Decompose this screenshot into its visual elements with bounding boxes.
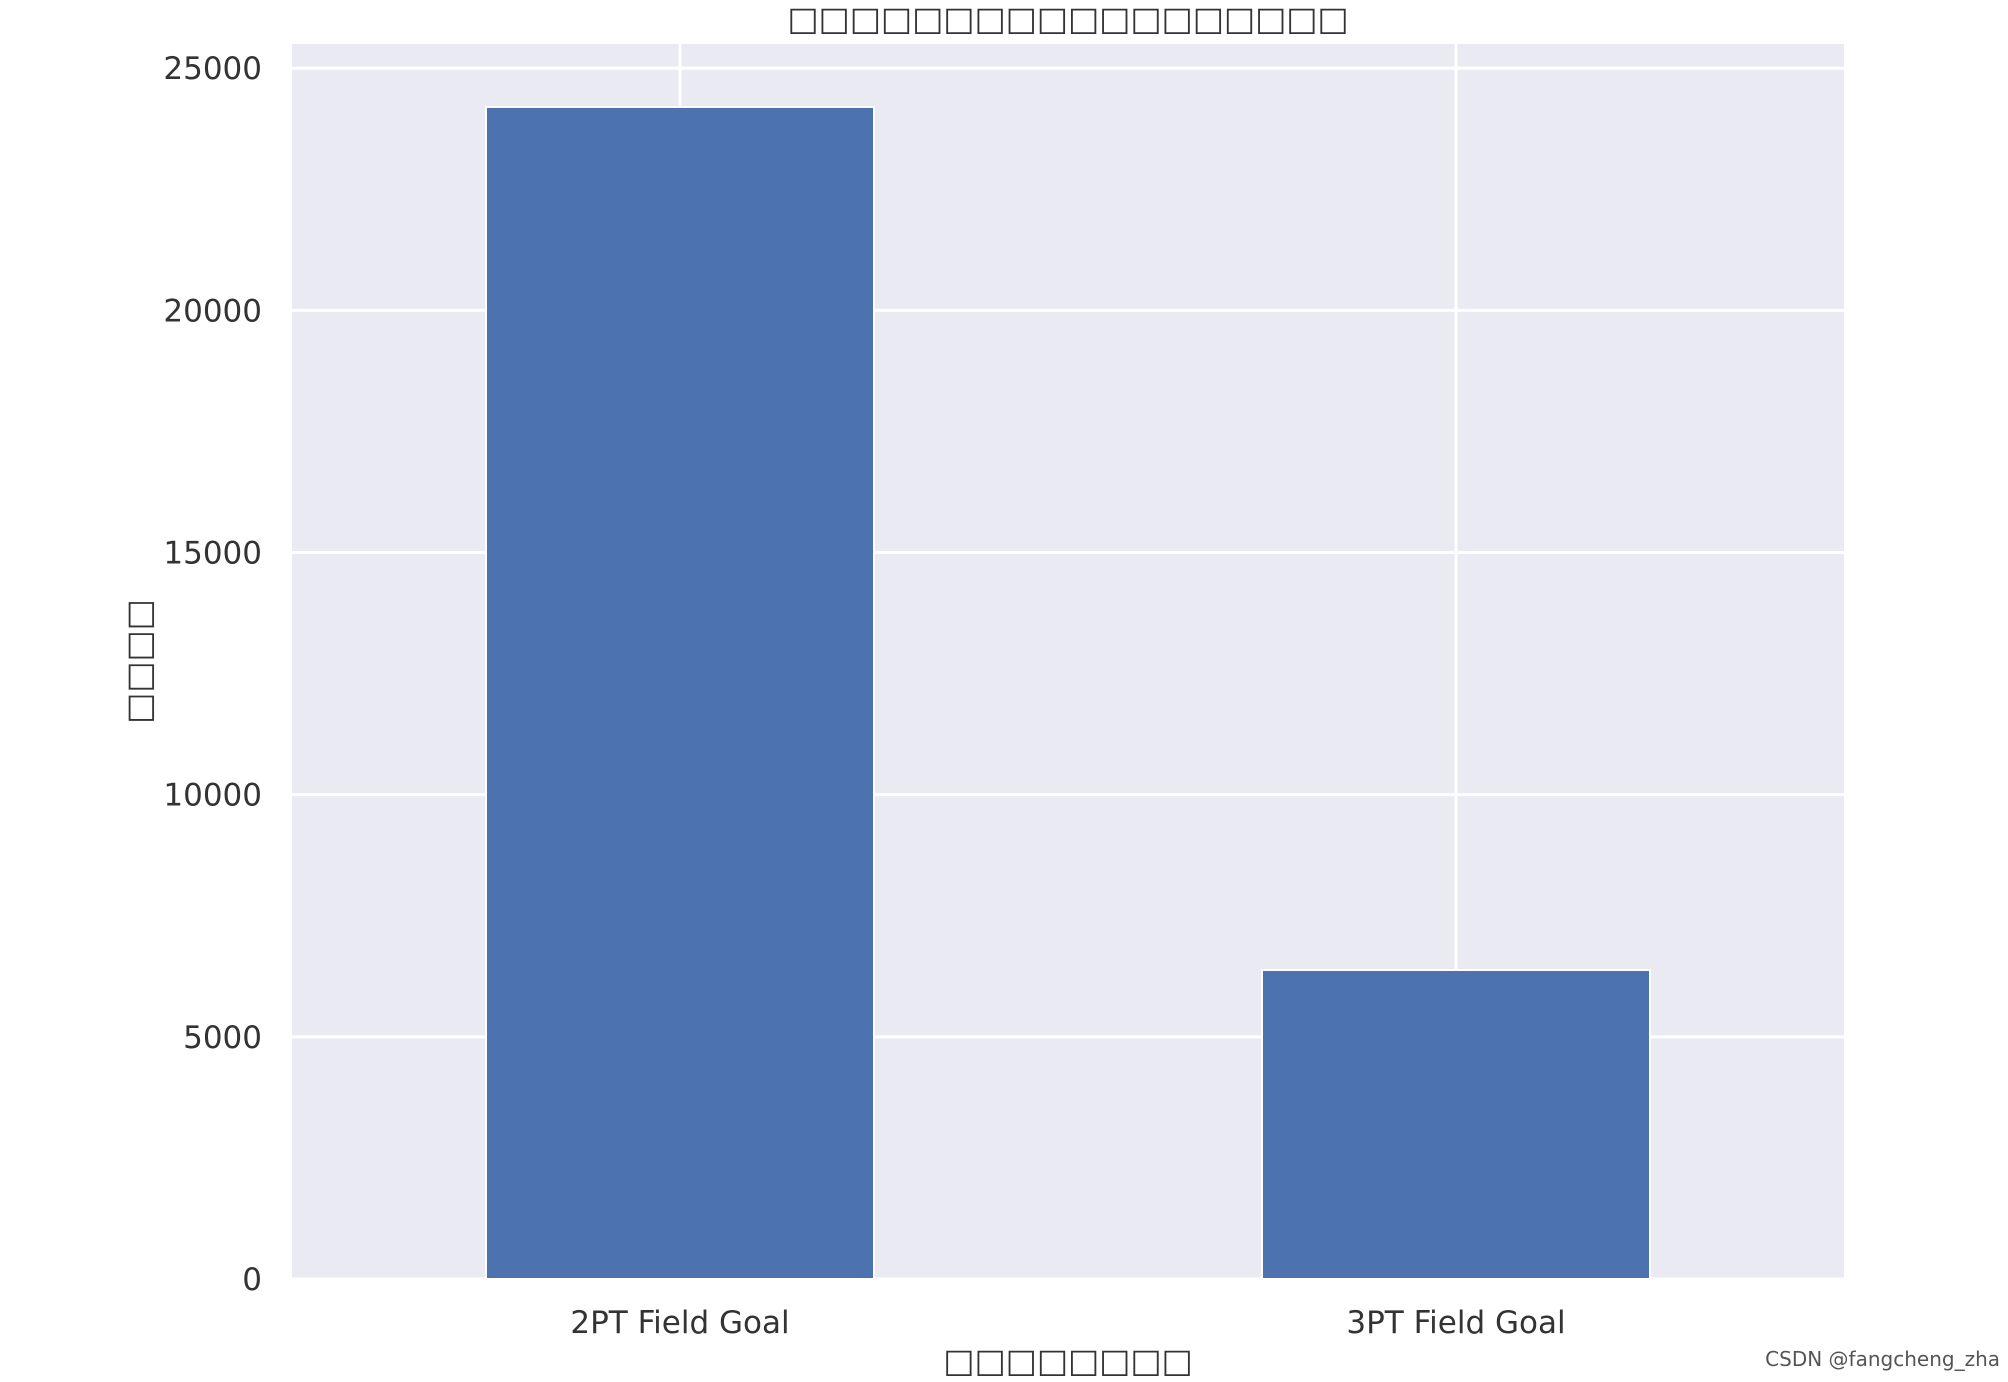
y-axis-label: □□□□ bbox=[119, 599, 158, 724]
x-axis-ticks: 2PT Field Goal 3PT Field Goal bbox=[570, 1305, 1565, 1341]
y-tick-label: 10000 bbox=[163, 778, 262, 814]
y-tick-label: 0 bbox=[242, 1262, 262, 1298]
x-axis-label: □□□□□□□□ bbox=[943, 1341, 1192, 1378]
x-tick-label: 2PT Field Goal bbox=[570, 1305, 789, 1341]
y-axis-ticks: 0 5000 10000 15000 20000 25000 bbox=[163, 51, 262, 1298]
y-tick-label: 25000 bbox=[163, 51, 262, 87]
bar-1 bbox=[485, 105, 875, 1280]
y-tick-label: 5000 bbox=[183, 1020, 262, 1056]
watermark: CSDN @fangcheng_zha bbox=[1765, 1347, 2000, 1371]
bar-2 bbox=[1261, 969, 1651, 1281]
chart-title: □□□□□□□□□□□□□□□□□□ bbox=[787, 0, 1348, 38]
y-tick-label: 20000 bbox=[163, 293, 262, 329]
y-tick-label: 15000 bbox=[163, 536, 262, 572]
x-tick-label: 3PT Field Goal bbox=[1346, 1305, 1565, 1341]
bars bbox=[485, 105, 1651, 1281]
